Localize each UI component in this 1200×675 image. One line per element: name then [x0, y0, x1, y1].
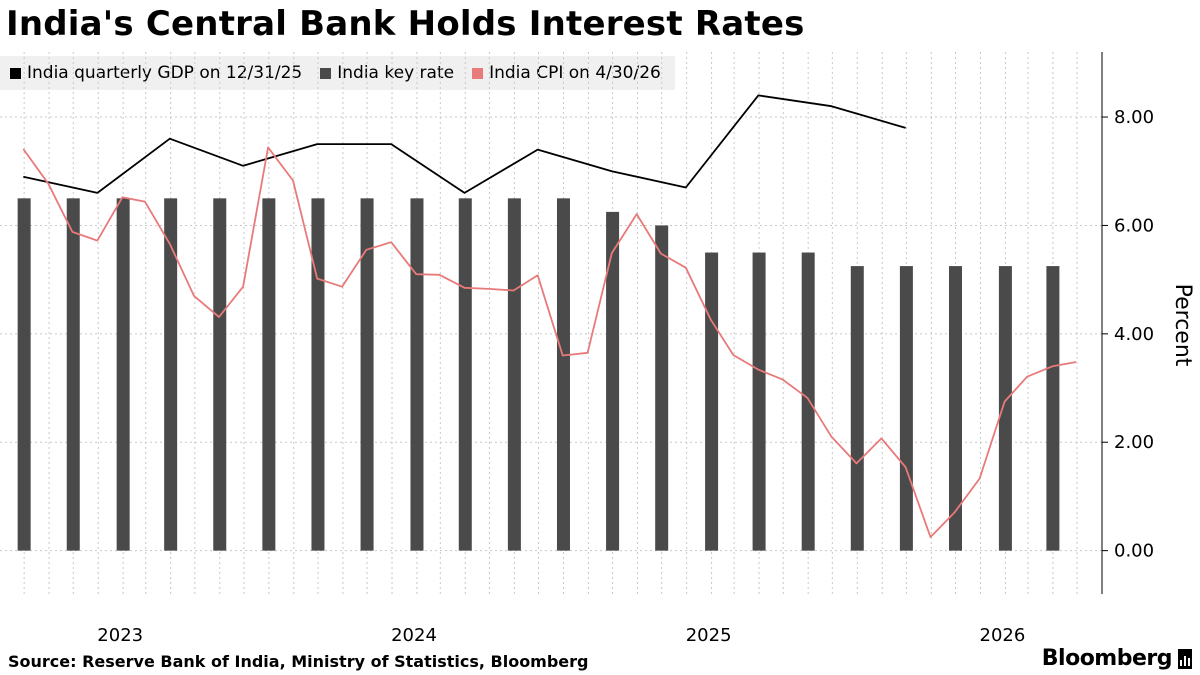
- legend-label-gdp: India quarterly GDP on 12/31/25: [27, 63, 303, 83]
- bar-key-rate: [801, 252, 815, 551]
- legend-item-key-rate: India key rate: [320, 63, 454, 83]
- x-tick-label: 2024: [391, 625, 437, 646]
- bar-key-rate: [705, 252, 719, 551]
- bar-key-rate: [410, 198, 424, 551]
- legend-swatch-gdp: [10, 67, 21, 79]
- bloomberg-logo: Bloomberg: [1042, 646, 1192, 671]
- bar-key-rate: [66, 198, 80, 551]
- series-lines: [22, 94, 1077, 538]
- y-tick-label: 8.00: [1114, 107, 1154, 128]
- line-cpi: [22, 146, 1077, 538]
- y-tick-label: 2.00: [1114, 432, 1154, 453]
- y-tick-label: 0.00: [1114, 541, 1154, 562]
- bar-key-rate: [311, 198, 325, 551]
- x-tick-label: 2023: [97, 625, 143, 646]
- bar-key-rate: [752, 252, 766, 551]
- bar-key-rate: [164, 198, 178, 551]
- bar-key-rate: [507, 198, 521, 551]
- bar-key-rate: [116, 198, 130, 551]
- y-tick-label: 6.00: [1114, 215, 1154, 236]
- source-note: Source: Reserve Bank of India, Ministry …: [8, 652, 589, 671]
- brand-text: Bloomberg: [1041, 646, 1173, 671]
- axes: 0.00 2.00 4.00 6.00 8.00 Percent 2023 2024 2025 2…: [97, 52, 1195, 646]
- bar-key-rate: [899, 266, 913, 551]
- legend-item-gdp: India quarterly GDP on 12/31/25: [10, 63, 302, 83]
- bar-key-rate: [948, 266, 962, 551]
- bars-key-rate: [17, 198, 1060, 551]
- bar-key-rate: [998, 266, 1012, 551]
- x-tick-label: 2025: [686, 625, 732, 646]
- bloomberg-mark-icon: [1178, 648, 1192, 669]
- bar-key-rate: [655, 225, 669, 551]
- y-axis-label: Percent: [1170, 284, 1195, 367]
- bar-key-rate: [17, 198, 31, 551]
- y-tick-label: 4.00: [1114, 324, 1154, 345]
- bar-key-rate: [850, 266, 864, 551]
- bar-key-rate: [606, 211, 620, 551]
- legend-label-key-rate: India key rate: [337, 63, 455, 83]
- bar-key-rate: [556, 198, 570, 551]
- legend-swatch-key-rate: [320, 67, 332, 79]
- line-gdp: [23, 94, 906, 194]
- bar-key-rate: [213, 198, 227, 551]
- chart-legend: India quarterly GDP on 12/31/25 India ke…: [0, 56, 675, 90]
- legend-label-cpi: India CPI on 4/30/26: [489, 63, 661, 83]
- bar-key-rate: [262, 198, 276, 551]
- bar-key-rate: [360, 198, 374, 551]
- legend-item-cpi: India CPI on 4/30/26: [472, 63, 661, 83]
- legend-swatch-cpi: [472, 67, 484, 79]
- x-tick-label: 2026: [980, 625, 1026, 646]
- bar-key-rate: [458, 198, 472, 551]
- bar-key-rate: [1046, 266, 1060, 551]
- chart-title: India's Central Bank Holds Interest Rate…: [6, 4, 805, 44]
